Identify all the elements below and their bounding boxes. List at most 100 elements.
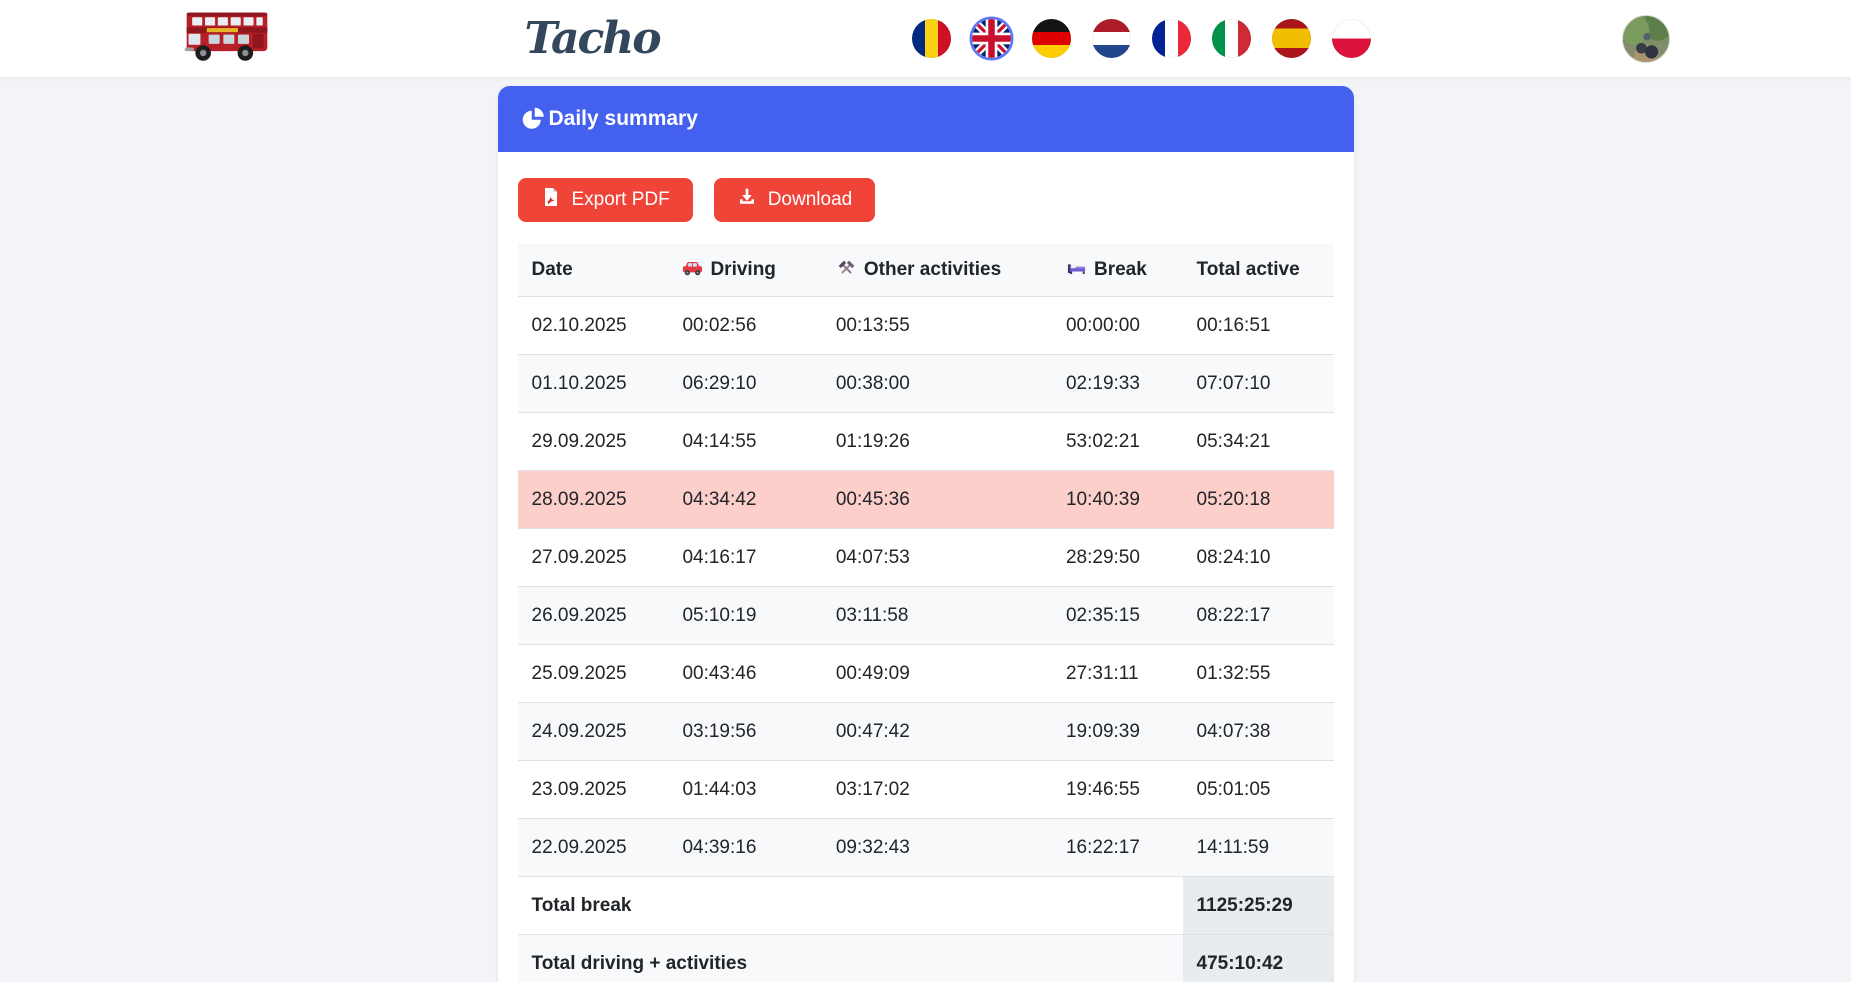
time-cell: 04:16:17 — [668, 528, 822, 587]
total-driving-row: Total driving + activities 475:10:42 — [517, 934, 1334, 982]
time-cell: 04:14:55 — [668, 412, 822, 471]
brand-logo[interactable] — [181, 9, 273, 69]
time-cell: 27:31:11 — [1051, 644, 1183, 703]
top-navbar: Tacho — [0, 0, 1851, 78]
table-row-25.09.2025[interactable]: 25.09.2025 00:43:46 00:49:09 27:31:11 01:32:… — [517, 644, 1334, 703]
time-cell: 00:49:09 — [821, 644, 1052, 703]
time-cell: 00:38:00 — [821, 354, 1052, 413]
time-cell: 04:34:42 — [668, 470, 822, 529]
time-cell: 02:35:15 — [1051, 586, 1183, 645]
time-cell: 09:32:43 — [821, 818, 1052, 877]
date-cell: 26.09.2025 — [517, 586, 669, 645]
time-cell: 00:13:55 — [821, 296, 1052, 355]
total-driving-value: 475:10:42 — [1182, 934, 1334, 982]
table-row-02.10.2025[interactable]: 02.10.2025 00:02:56 00:13:55 00:00:00 00:16:… — [517, 296, 1334, 355]
time-cell: 16:22:17 — [1051, 818, 1183, 877]
column-header-driving: Driving — [668, 244, 822, 297]
download-icon — [737, 187, 757, 213]
time-cell: 05:20:18 — [1182, 470, 1334, 529]
language-flag-pl[interactable] — [1331, 19, 1371, 58]
download-label: Download — [767, 189, 853, 210]
navbar-container: Tacho — [181, 0, 1671, 77]
time-cell: 19:09:39 — [1051, 702, 1183, 761]
table-row-01.10.2025[interactable]: 01.10.2025 06:29:10 00:38:00 02:19:33 07:07:… — [517, 354, 1334, 413]
date-cell: 01.10.2025 — [517, 354, 669, 413]
column-header-break: Break — [1051, 244, 1183, 297]
date-cell: 02.10.2025 — [517, 296, 669, 355]
time-cell: 28:29:50 — [1051, 528, 1183, 587]
table-row-26.09.2025[interactable]: 26.09.2025 05:10:19 03:11:58 02:35:15 08:22:… — [517, 586, 1334, 645]
time-cell: 08:22:17 — [1182, 586, 1334, 645]
pie-chart-icon — [522, 107, 546, 131]
table-row-27.09.2025[interactable]: 27.09.2025 04:16:17 04:07:53 28:29:50 08:24:… — [517, 528, 1334, 587]
date-cell: 28.09.2025 — [517, 470, 669, 529]
export-pdf-button[interactable]: Export PDF — [517, 178, 693, 222]
language-flag-ro[interactable] — [911, 19, 951, 58]
table-row-24.09.2025[interactable]: 24.09.2025 03:19:56 00:47:42 19:09:39 04:07:… — [517, 702, 1334, 761]
actions-row: Export PDF Download — [517, 178, 1334, 222]
column-header-date: Date — [517, 244, 669, 297]
column-header-other-activities: Other activities — [821, 244, 1052, 297]
export-pdf-label: Export PDF — [571, 189, 670, 210]
column-header-total-active: Total active — [1182, 244, 1334, 297]
time-cell: 05:34:21 — [1182, 412, 1334, 471]
table-row-22.09.2025[interactable]: 22.09.2025 04:39:16 09:32:43 16:22:17 14:11:… — [517, 818, 1334, 877]
time-cell: 10:40:39 — [1051, 470, 1183, 529]
date-cell: 23.09.2025 — [517, 760, 669, 819]
language-flag-de[interactable] — [1031, 19, 1071, 58]
user-avatar[interactable] — [1622, 14, 1671, 63]
time-cell: 00:16:51 — [1182, 296, 1334, 355]
table-row-29.09.2025[interactable]: 29.09.2025 04:14:55 01:19:26 53:02:21 05:34:… — [517, 412, 1334, 471]
language-flag-gb[interactable] — [971, 19, 1011, 58]
time-cell: 01:19:26 — [821, 412, 1052, 471]
app-title: Tacho — [524, 13, 661, 64]
language-flag-es[interactable] — [1271, 19, 1311, 58]
language-flag-fr[interactable] — [1151, 19, 1191, 58]
time-cell: 04:07:38 — [1182, 702, 1334, 761]
total-break-label: Total break — [517, 876, 1183, 935]
date-cell: 29.09.2025 — [517, 412, 669, 471]
main-content: Daily summary Export PDF — [0, 86, 1851, 982]
time-cell: 14:11:59 — [1182, 818, 1334, 877]
tools-icon — [836, 259, 857, 278]
date-cell: 27.09.2025 — [517, 528, 669, 587]
time-cell: 04:07:53 — [821, 528, 1052, 587]
time-cell: 05:10:19 — [668, 586, 822, 645]
total-break-row: Total break 1125:25:29 — [517, 876, 1334, 935]
time-cell: 02:19:33 — [1051, 354, 1183, 413]
time-cell: 00:45:36 — [821, 470, 1052, 529]
time-cell: 03:19:56 — [668, 702, 822, 761]
time-cell: 03:17:02 — [821, 760, 1052, 819]
car-icon — [682, 259, 703, 278]
language-flag-nl[interactable] — [1091, 19, 1131, 58]
time-cell: 00:43:46 — [668, 644, 822, 703]
download-button[interactable]: Download — [713, 178, 876, 222]
time-cell: 05:01:05 — [1182, 760, 1334, 819]
date-cell: 24.09.2025 — [517, 702, 669, 761]
time-cell: 00:00:00 — [1051, 296, 1183, 355]
language-switcher — [911, 19, 1371, 58]
time-cell: 00:02:56 — [668, 296, 822, 355]
time-cell: 00:47:42 — [821, 702, 1052, 761]
date-cell: 22.09.2025 — [517, 818, 669, 877]
time-cell: 01:44:03 — [668, 760, 822, 819]
table-row-23.09.2025[interactable]: 23.09.2025 01:44:03 03:17:02 19:46:55 05:01:… — [517, 760, 1334, 819]
time-cell: 19:46:55 — [1051, 760, 1183, 819]
total-driving-label: Total driving + activities — [517, 934, 1183, 982]
time-cell: 06:29:10 — [668, 354, 822, 413]
card-body: Export PDF Download — [498, 152, 1354, 982]
table-row-28.09.2025[interactable]: 28.09.2025 04:34:42 00:45:36 10:40:39 05:20:… — [517, 470, 1334, 529]
date-cell: 25.09.2025 — [517, 644, 669, 703]
table-header: Date Driving Other activities Break Total ac… — [517, 244, 1334, 297]
table-footer: Total break 1125:25:29 Total driving + a… — [517, 876, 1334, 982]
card-header: Daily summary — [497, 86, 1354, 152]
language-flag-it[interactable] — [1211, 19, 1251, 58]
time-cell: 53:02:21 — [1051, 412, 1183, 471]
bus-logo-icon — [181, 9, 273, 69]
pdf-file-icon — [541, 187, 561, 213]
total-break-value: 1125:25:29 — [1182, 876, 1334, 935]
card-title: Daily summary — [548, 107, 698, 130]
time-cell: 08:24:10 — [1182, 528, 1334, 587]
time-cell: 07:07:10 — [1182, 354, 1334, 413]
time-cell: 04:39:16 — [668, 818, 822, 877]
